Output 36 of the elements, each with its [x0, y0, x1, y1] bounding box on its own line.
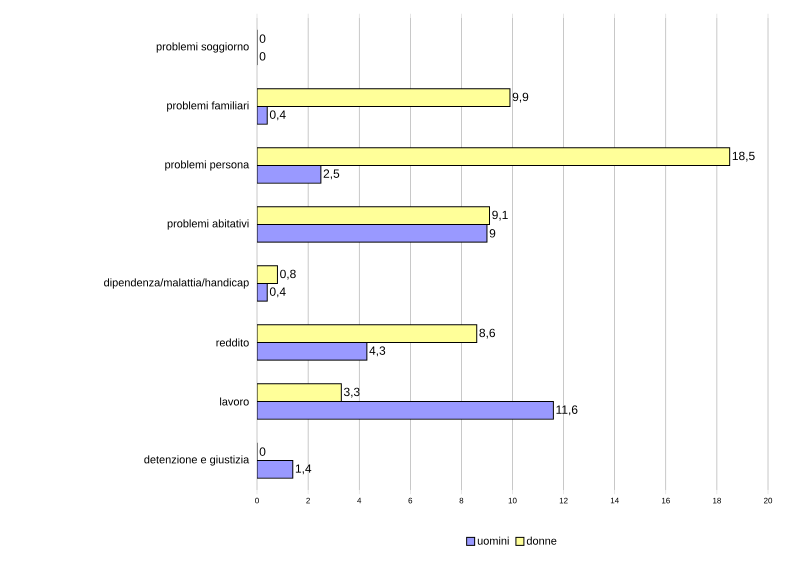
- data-label: 4,3: [369, 346, 386, 356]
- y-tick-label: detenzione e giustizia: [144, 455, 250, 466]
- data-label: 0,8: [280, 270, 296, 280]
- data-label: 11,6: [556, 405, 578, 416]
- y-tick-label: dipendenza/malattia/handicap: [104, 278, 249, 289]
- data-label: 9,9: [512, 92, 528, 103]
- y-tick-label: problemi familiari: [167, 101, 248, 112]
- bar: [257, 88, 510, 107]
- data-label: 0,4: [270, 287, 286, 298]
- data-label: 0: [260, 34, 266, 43]
- bar: [257, 324, 478, 343]
- data-label: 8,6: [479, 328, 496, 339]
- bar: [257, 224, 488, 243]
- y-tick-label: problemi soggiorno: [156, 42, 249, 53]
- bar: [257, 400, 554, 420]
- data-label: 0,4: [270, 110, 286, 120]
- data-label: 18,5: [732, 152, 755, 162]
- y-tick-label: lavoro: [220, 397, 249, 406]
- data-label: 2,5: [324, 169, 340, 180]
- legend-label: uomini: [478, 536, 509, 545]
- y-tick-label: problemi persona: [165, 160, 250, 171]
- bar: [257, 342, 368, 361]
- y-tick-label: reddito: [216, 338, 249, 347]
- data-label: 0: [260, 52, 266, 61]
- bar: [257, 164, 322, 184]
- y-tick-label: problemi abitativi: [168, 219, 248, 230]
- data-label: 9,1: [492, 210, 508, 221]
- data-label: 9: [490, 229, 496, 238]
- data-label: 0: [260, 447, 266, 456]
- data-label: 3,3: [344, 388, 360, 398]
- bar: [257, 147, 730, 166]
- data-label: 1,4: [296, 464, 312, 474]
- bar: [257, 383, 342, 402]
- bar: [257, 460, 294, 479]
- bar: [257, 206, 490, 225]
- legend-label: donne: [526, 536, 556, 545]
